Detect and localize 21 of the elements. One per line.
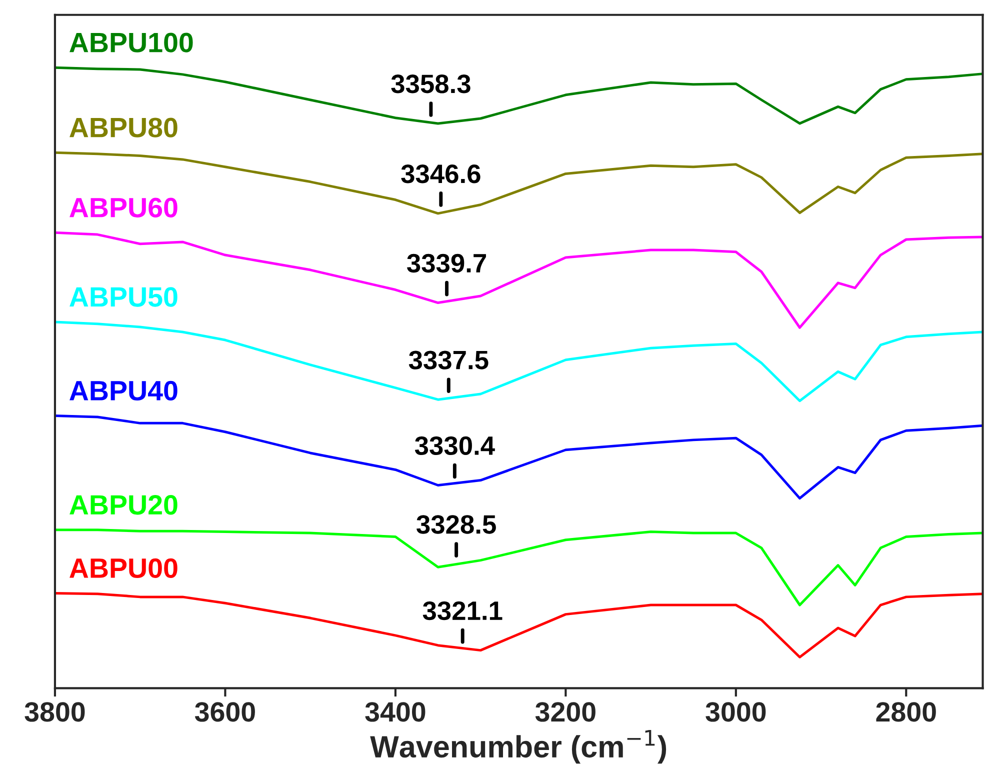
series-label: ABPU20: [70, 495, 178, 515]
annotation: 3358.3: [391, 74, 470, 94]
annotation: 3337.5: [408, 350, 488, 370]
annotation: 3339.7: [407, 254, 486, 273]
annotation: 3346.6: [401, 164, 480, 184]
x-tick-label: 2800: [876, 702, 936, 722]
series-label: ABPU100: [70, 32, 193, 52]
annotation: 3321.1: [422, 601, 502, 620]
x-tick-label: 3400: [365, 702, 426, 722]
x-axis-title: Wavenumber (cm$^{−1}$): [370, 730, 666, 764]
x-tick-label: 3800: [24, 702, 85, 722]
x-tick-label: 3600: [194, 702, 255, 722]
series-label: ABPU40: [70, 380, 178, 401]
series-label: ABPU00: [70, 558, 178, 578]
annotation: 3328.5: [416, 515, 496, 534]
series-label: ABPU80: [70, 118, 178, 138]
series-label: ABPU50: [70, 287, 178, 307]
x-tick-label: 3200: [535, 702, 596, 722]
annotation: 3330.4: [414, 436, 495, 456]
x-tick-label: 3000: [706, 702, 766, 722]
series-label: ABPU60: [70, 198, 178, 218]
